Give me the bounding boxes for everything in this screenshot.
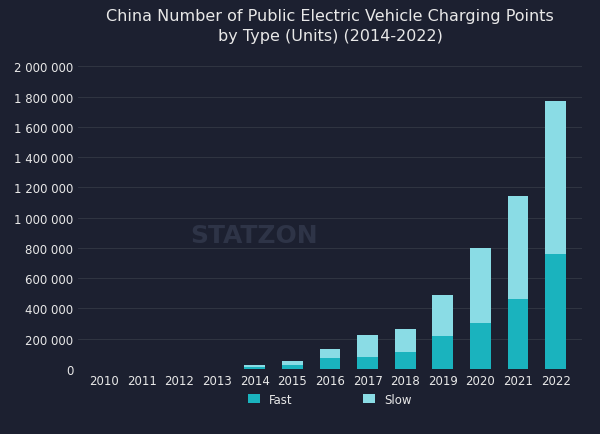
Bar (470, 248, 491, 323)
Bar (508, 197, 529, 299)
Text: STATZON: STATZON (191, 224, 318, 248)
Bar (244, 367, 265, 369)
Bar (395, 352, 416, 369)
Bar (395, 330, 416, 352)
Bar (545, 254, 566, 369)
Bar (282, 365, 303, 369)
Legend: Fast, Slow: Fast, Slow (243, 388, 417, 411)
Bar (357, 357, 378, 369)
Bar (320, 358, 340, 369)
Title: China Number of Public Electric Vehicle Charging Points
by Type (Units) (2014-20: China Number of Public Electric Vehicle … (106, 9, 554, 44)
Bar (433, 295, 453, 336)
Bar (433, 336, 453, 369)
Bar (470, 323, 491, 369)
Bar (244, 365, 265, 367)
Bar (545, 102, 566, 254)
Bar (508, 299, 529, 369)
Bar (320, 349, 340, 358)
Bar (282, 362, 303, 365)
Bar (357, 336, 378, 357)
